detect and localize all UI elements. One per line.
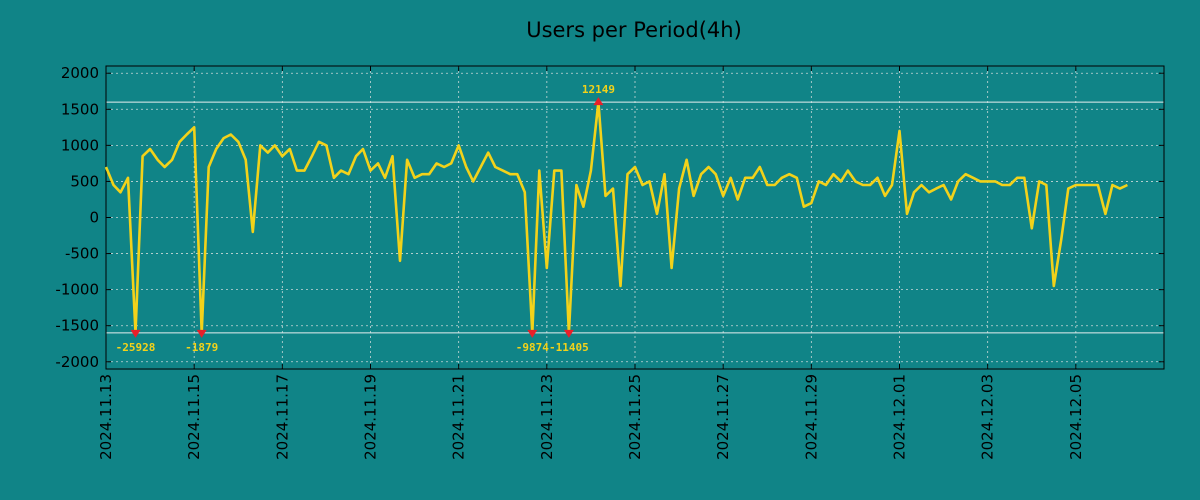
x-tick-label: 2024.11.19	[362, 374, 380, 460]
x-tick-label: 2024.11.29	[802, 374, 820, 460]
x-tick-label: 2024.11.25	[626, 374, 644, 460]
y-tick-label: 1500	[61, 100, 99, 118]
x-tick-label: 2024.11.27	[714, 374, 732, 460]
series-line	[104, 100, 1128, 335]
x-tick-label: 2024.12.03	[979, 374, 997, 460]
x-tick-label: 2024.11.15	[185, 374, 203, 460]
y-tick-label: 2000	[61, 64, 99, 82]
reference-lines	[106, 101, 1164, 334]
extreme-marker	[196, 329, 207, 338]
extreme-label: -11405	[549, 341, 589, 354]
y-tick-label: -2000	[55, 353, 99, 371]
series	[104, 100, 1128, 335]
y-tick-label: -500	[65, 245, 99, 263]
extreme-label: -25928	[116, 341, 156, 354]
y-tick-label: 500	[70, 172, 99, 190]
x-tick-label: 2024.11.21	[450, 374, 468, 460]
grid	[105, 66, 1164, 369]
y-tick-label: 0	[89, 209, 99, 227]
extreme-marker	[563, 329, 574, 338]
x-tick-label: 2024.11.13	[97, 374, 115, 460]
extreme-marker	[130, 329, 141, 338]
extreme-marker	[527, 329, 538, 338]
chart-title: Users per Period(4h)	[526, 18, 742, 42]
extreme-label: -9874	[516, 341, 549, 354]
extreme-label: 12149	[582, 83, 615, 96]
y-tick-label: -1000	[55, 281, 99, 299]
y-axis: 2000 1500 1000 500 0 -500 -1000 -1500 -2000	[55, 64, 1164, 371]
x-axis: 2024.11.13 2024.11.15 2024.11.17 2024.11.19…	[97, 66, 1085, 460]
annotations: -25928 -1879 -9874 -11405 12149	[116, 83, 615, 354]
y-tick-label: 1000	[61, 136, 99, 154]
extreme-marker	[593, 97, 604, 106]
x-tick-label: 2024.11.23	[538, 374, 556, 460]
x-tick-label: 2024.12.01	[891, 374, 909, 460]
extreme-label: -1879	[185, 341, 218, 354]
x-tick-label: 2024.11.17	[273, 374, 291, 460]
y-tick-label: -1500	[55, 317, 99, 335]
x-tick-label: 2024.12.05	[1067, 374, 1085, 460]
